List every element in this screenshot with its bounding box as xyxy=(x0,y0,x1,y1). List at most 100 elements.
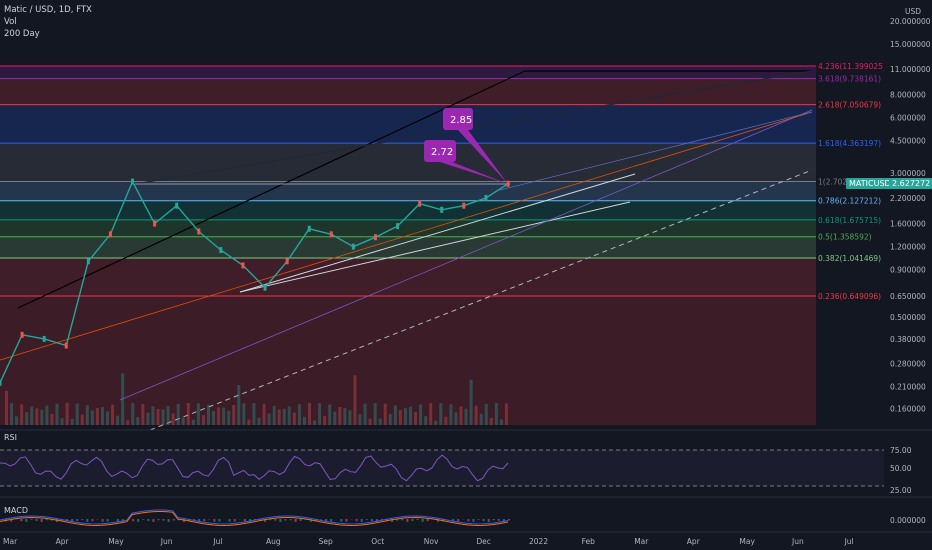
macd-histogram-bar xyxy=(360,519,363,522)
volume-bar xyxy=(141,404,145,425)
macd-histogram-bar xyxy=(355,519,358,522)
macd-histogram-bar xyxy=(137,519,140,522)
volume-bar xyxy=(237,385,241,425)
volume-bar xyxy=(181,417,185,425)
time-tick-label: May xyxy=(739,537,755,546)
price-tick-label: 1.200000 xyxy=(890,243,926,252)
time-tick-label: Feb xyxy=(582,537,596,546)
time-tick-label: May xyxy=(108,537,124,546)
volume-bar xyxy=(60,418,64,425)
candle xyxy=(396,223,400,230)
candle xyxy=(0,379,2,386)
macd-histogram-bar xyxy=(121,519,124,522)
macd-pane: 0.000000 xyxy=(0,496,932,527)
candle xyxy=(197,228,201,235)
volume-bar xyxy=(318,403,322,425)
volume-bar xyxy=(191,419,195,425)
volume-bar xyxy=(75,403,79,425)
trend-line xyxy=(499,111,813,191)
macd-histogram-bar xyxy=(370,519,373,522)
candle xyxy=(131,178,135,185)
volume-bar xyxy=(429,403,433,425)
candle xyxy=(241,262,245,269)
macd-histogram-bar xyxy=(294,519,297,522)
current-price-tag: 2.627272 xyxy=(889,178,932,189)
fib-band xyxy=(0,143,816,182)
macd-histogram-bar xyxy=(198,519,201,522)
volume-bar xyxy=(338,406,342,425)
macd-histogram-bar xyxy=(477,519,480,520)
macd-histogram-bar xyxy=(340,519,343,522)
volume-bar xyxy=(106,411,109,425)
callout-text: 2.85 xyxy=(450,115,472,126)
volume-bar xyxy=(55,403,59,425)
volume-bar xyxy=(20,404,24,425)
fib-band xyxy=(0,66,816,79)
volume-bar xyxy=(459,406,463,425)
volume-bar xyxy=(363,403,367,425)
volume-bar xyxy=(247,419,251,425)
volume-bar xyxy=(15,416,19,425)
macd-line xyxy=(0,509,509,525)
time-tick-label: Dec xyxy=(476,537,491,546)
price-tick-label: 11.000000 xyxy=(890,65,931,74)
time-tick-label: Jul xyxy=(844,537,854,546)
candle xyxy=(108,231,112,238)
fib-level-label: 2.618(7.050679) xyxy=(818,101,881,110)
fib-band xyxy=(0,200,816,220)
candle xyxy=(263,284,267,291)
volume-bar xyxy=(353,375,357,425)
time-tick-label: Sep xyxy=(319,537,333,546)
volume-bar xyxy=(424,416,428,425)
macd-histogram-bar xyxy=(76,519,79,521)
volume-bar xyxy=(40,409,44,425)
volume-bar xyxy=(393,405,397,425)
time-tick-label: Jun xyxy=(160,537,173,546)
volume-bar xyxy=(65,403,69,425)
macd-histogram-bar xyxy=(314,519,317,522)
volume-bar xyxy=(479,413,483,425)
volume-bar xyxy=(504,403,508,425)
macd-histogram-bar xyxy=(289,519,292,521)
volume-bar xyxy=(313,420,317,425)
fib-band xyxy=(0,219,816,237)
time-tick-label: 2022 xyxy=(529,537,548,546)
volume-bar xyxy=(151,406,155,425)
volume-bar xyxy=(302,416,306,425)
macd-histogram-bar xyxy=(259,519,262,522)
time-tick-label: Jul xyxy=(212,537,222,546)
trend-line xyxy=(239,173,636,293)
volume-bar xyxy=(444,416,448,425)
macd-histogram-bar xyxy=(193,519,196,520)
candle xyxy=(506,180,510,187)
price-line xyxy=(0,179,509,384)
volume-bar xyxy=(449,404,453,425)
volume-bar xyxy=(212,411,216,425)
volume-bar xyxy=(161,409,165,425)
fib-level-label: 0.236(0.649096) xyxy=(818,292,881,301)
volume-bar xyxy=(262,403,266,425)
volume-bar xyxy=(186,403,190,425)
trend-line xyxy=(239,201,631,293)
volume-bar xyxy=(308,403,311,425)
callout-box xyxy=(443,108,473,130)
price-tick-label: 2.200000 xyxy=(890,194,926,203)
macd-histogram-bar xyxy=(421,519,424,522)
volume-bar xyxy=(348,410,352,425)
volume-bar xyxy=(383,403,387,425)
macd-histogram-bar xyxy=(325,519,328,522)
macd-histogram-bar xyxy=(492,519,495,521)
volume-bar xyxy=(252,403,256,425)
macd-histogram-bar xyxy=(502,519,505,522)
macd-histogram-bar xyxy=(406,519,409,522)
macd-histogram-bar xyxy=(487,519,490,522)
rsi-tick-label: 75.00 xyxy=(890,446,912,455)
macd-histogram-bar xyxy=(116,519,119,522)
volume-label: Vol xyxy=(4,17,17,27)
rsi-label: RSI xyxy=(4,433,17,442)
macd-histogram-bar xyxy=(467,519,470,522)
fib-level-label: 1(2.702333) xyxy=(818,178,864,187)
callout-box xyxy=(424,140,456,162)
